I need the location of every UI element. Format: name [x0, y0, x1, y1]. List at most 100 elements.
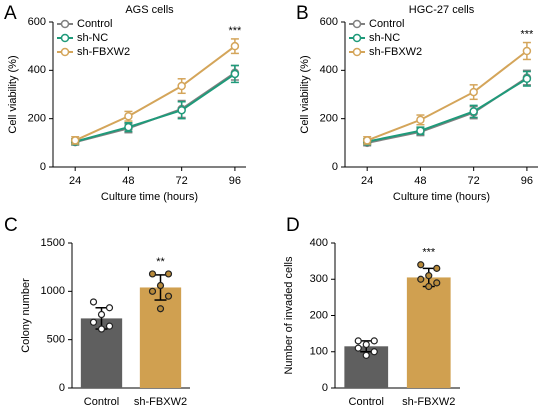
x-tick-label: sh-FBXW2 [402, 396, 455, 408]
point [362, 136, 372, 145]
data-point [105, 304, 114, 312]
data-point [156, 305, 165, 313]
point [124, 122, 133, 132]
point [70, 136, 80, 145]
point [522, 46, 532, 56]
y-tick-label: 1000 [41, 285, 65, 297]
legend-label: sh-NC [369, 32, 400, 44]
data-point [105, 322, 114, 330]
data-point [433, 264, 441, 272]
chart-title: AGS cells [125, 4, 174, 16]
data-point [156, 281, 165, 290]
point [230, 41, 240, 51]
data-point [417, 275, 425, 283]
point [177, 105, 186, 115]
line [366, 50, 528, 142]
y-tick-label: 300 [310, 273, 328, 285]
y-tick-label: 1500 [41, 237, 65, 249]
x-axis-label: Culture time (hours) [101, 191, 198, 203]
x-tick-label: Control [349, 396, 384, 408]
legend-marker [60, 33, 70, 43]
data-point [370, 337, 378, 345]
legend-marker [352, 47, 362, 57]
data-point [148, 287, 157, 295]
y-tick-label: 0 [332, 161, 338, 173]
data-point [362, 340, 370, 349]
y-tick-label: 400 [310, 237, 328, 249]
y-tick-label: 0 [59, 382, 65, 394]
x-tick-label: 72 [468, 175, 480, 187]
panel-label: D [286, 215, 300, 236]
line [366, 77, 528, 143]
x-tick-label: 96 [229, 175, 241, 187]
x-tick-label: sh-FBXW2 [134, 396, 187, 408]
legend-marker [60, 47, 70, 57]
annotation: *** [520, 28, 534, 40]
point [522, 74, 532, 84]
x-tick-label: 24 [361, 175, 373, 187]
panel-label: A [4, 3, 17, 24]
point [469, 87, 478, 97]
line [74, 73, 236, 143]
data-point [97, 325, 106, 333]
panel-label: B [296, 3, 309, 24]
data-point [89, 318, 98, 326]
point [416, 126, 425, 135]
bar [139, 287, 182, 388]
x-tick-label: 24 [69, 175, 81, 187]
legend-label: sh-NC [77, 32, 108, 44]
data-point [97, 310, 106, 319]
y-tick-label: 600 [28, 16, 46, 28]
x-tick-label: 96 [521, 175, 533, 187]
point [230, 69, 240, 79]
x-tick-label: 72 [176, 175, 188, 187]
annotation: *** [228, 25, 242, 37]
y-tick-label: 0 [40, 161, 46, 173]
y-tick-label: 200 [28, 113, 46, 125]
point [469, 107, 478, 116]
annotation: ** [156, 256, 165, 268]
x-axis-label: Culture time (hours) [393, 191, 490, 203]
data-point [354, 344, 362, 352]
annotation: *** [422, 247, 436, 259]
y-tick-label: 600 [320, 16, 338, 28]
data-point [362, 351, 370, 359]
y-tick-label: 400 [28, 64, 46, 76]
y-axis-label: Cell viability (%) [7, 55, 19, 133]
y-axis-label: Colony number [20, 278, 32, 353]
panel-label: C [4, 215, 18, 236]
data-point [164, 292, 173, 300]
y-axis-label: Number of invaded cells [283, 256, 295, 375]
legend-label: sh-FBXW2 [369, 46, 422, 58]
y-axis-label: Cell viability (%) [299, 55, 311, 133]
data-point [425, 282, 433, 291]
line [74, 45, 236, 142]
legend-marker [60, 19, 70, 29]
legend-marker [352, 19, 362, 29]
legend-marker [352, 33, 362, 43]
data-point [164, 270, 173, 278]
data-point [148, 270, 157, 278]
data-point [370, 348, 378, 356]
legend-label: Control [77, 18, 112, 30]
y-tick-label: 500 [47, 334, 65, 346]
y-tick-label: 200 [320, 113, 338, 125]
point [124, 112, 133, 121]
data-point [433, 279, 441, 287]
x-tick-label: 48 [122, 175, 134, 187]
legend-label: Control [369, 18, 404, 30]
x-tick-label: Control [84, 396, 119, 408]
line [366, 76, 528, 144]
y-tick-label: 0 [322, 382, 328, 394]
data-point [89, 298, 98, 306]
y-tick-label: 100 [310, 346, 328, 358]
x-tick-label: 48 [414, 175, 426, 187]
point [177, 81, 186, 91]
chart-title: HGC-27 cells [409, 4, 475, 16]
point [416, 115, 425, 125]
data-point [425, 272, 433, 280]
y-tick-label: 200 [310, 309, 328, 321]
line [74, 71, 236, 144]
legend-label: sh-FBXW2 [77, 46, 130, 58]
